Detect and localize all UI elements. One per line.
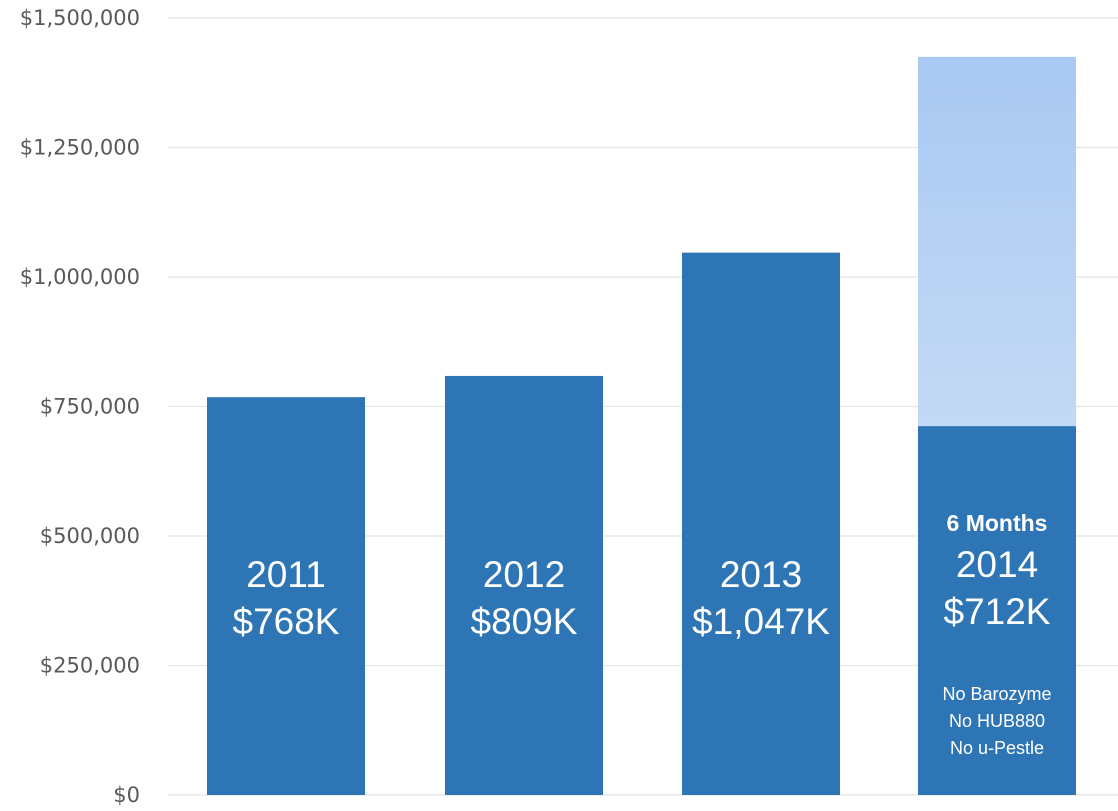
bar-label-value: $712K bbox=[944, 591, 1051, 632]
y-axis-tick-labels: $0 $250,000 $500,000 $750,000 $1,000,000 $1,2… bbox=[20, 6, 140, 807]
bar-label-year: 2014 bbox=[956, 544, 1038, 585]
bar-label-value: $768K bbox=[233, 601, 340, 642]
bar-2013 bbox=[682, 252, 840, 796]
bar-label-year: 2011 bbox=[246, 554, 326, 595]
y-tick-label: $500,000 bbox=[40, 524, 140, 548]
bar-label-note: No HUB880 bbox=[949, 711, 1045, 731]
bar-labels: 2011 $768K 2012 $809K 2013 $1,047K 6 Months 201… bbox=[233, 510, 1052, 758]
bars bbox=[207, 56, 1076, 796]
bar-label-year: 2012 bbox=[483, 554, 565, 595]
bar-label-value: $1,047K bbox=[692, 601, 830, 642]
bar-label-note: No Barozyme bbox=[942, 684, 1051, 704]
y-tick-label: $250,000 bbox=[40, 654, 140, 678]
bar-2014 bbox=[918, 426, 1076, 795]
y-tick-label: $1,250,000 bbox=[20, 136, 140, 160]
bar-2011 bbox=[207, 397, 365, 795]
bar-label-value: $809K bbox=[471, 601, 578, 642]
y-tick-label: $0 bbox=[113, 783, 140, 807]
bar-2012 bbox=[445, 375, 603, 795]
bar-label-note: No u-Pestle bbox=[950, 738, 1044, 758]
y-tick-label: $1,500,000 bbox=[20, 6, 140, 30]
y-tick-label: $750,000 bbox=[40, 395, 140, 419]
bar-label-year: 2013 bbox=[720, 554, 802, 595]
y-tick-label: $1,000,000 bbox=[20, 265, 140, 289]
bar-label-header: 6 Months bbox=[947, 510, 1048, 536]
